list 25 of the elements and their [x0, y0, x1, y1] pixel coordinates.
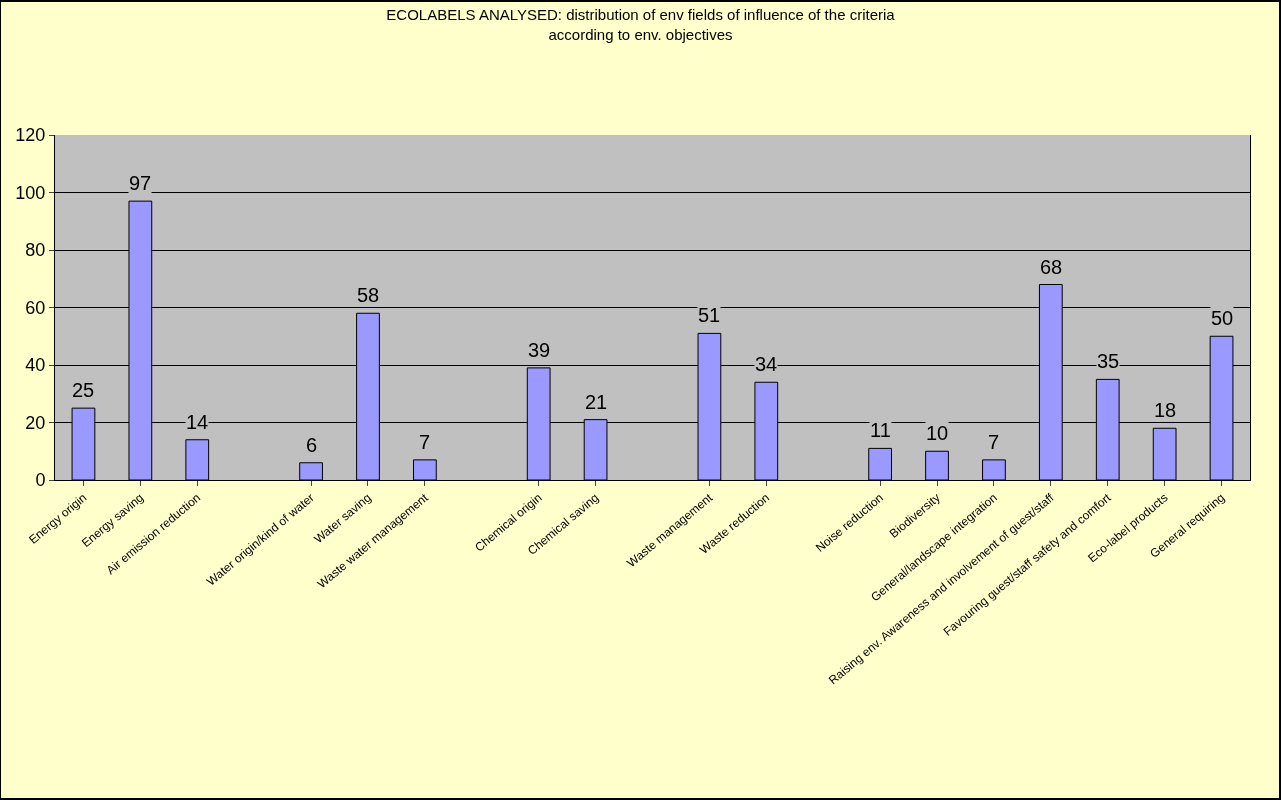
- data-label: 68: [1040, 256, 1063, 278]
- data-label: 58: [357, 284, 380, 306]
- y-tick-label: 120: [15, 125, 46, 146]
- data-label: 39: [528, 339, 551, 361]
- y-tick-label: 80: [25, 240, 46, 261]
- chart-title: ECOLABELS ANALYSED: distribution of env fields of influence of the criteria according to env. objectives: [386, 6, 896, 43]
- data-label: 6: [306, 434, 318, 456]
- data-label: 97: [129, 172, 152, 194]
- data-label: 7: [419, 431, 431, 453]
- data-label: 14: [186, 411, 209, 433]
- data-label: 18: [1154, 399, 1177, 421]
- y-tick-label: 20: [25, 412, 46, 433]
- data-label: 21: [585, 391, 608, 413]
- data-label: 11: [870, 419, 891, 441]
- data-label: 35: [1097, 350, 1120, 372]
- y-tick-label: 100: [15, 182, 46, 203]
- data-label: 25: [72, 379, 95, 401]
- y-tick-label: 40: [25, 355, 46, 376]
- data-label: 51: [698, 304, 721, 326]
- y-tick-label: 60: [25, 297, 46, 318]
- data-label: 10: [926, 422, 949, 444]
- data-label: 7: [988, 431, 1000, 453]
- data-label: 34: [755, 353, 778, 375]
- data-label: 50: [1211, 307, 1234, 329]
- y-tick-label: 0: [35, 470, 46, 491]
